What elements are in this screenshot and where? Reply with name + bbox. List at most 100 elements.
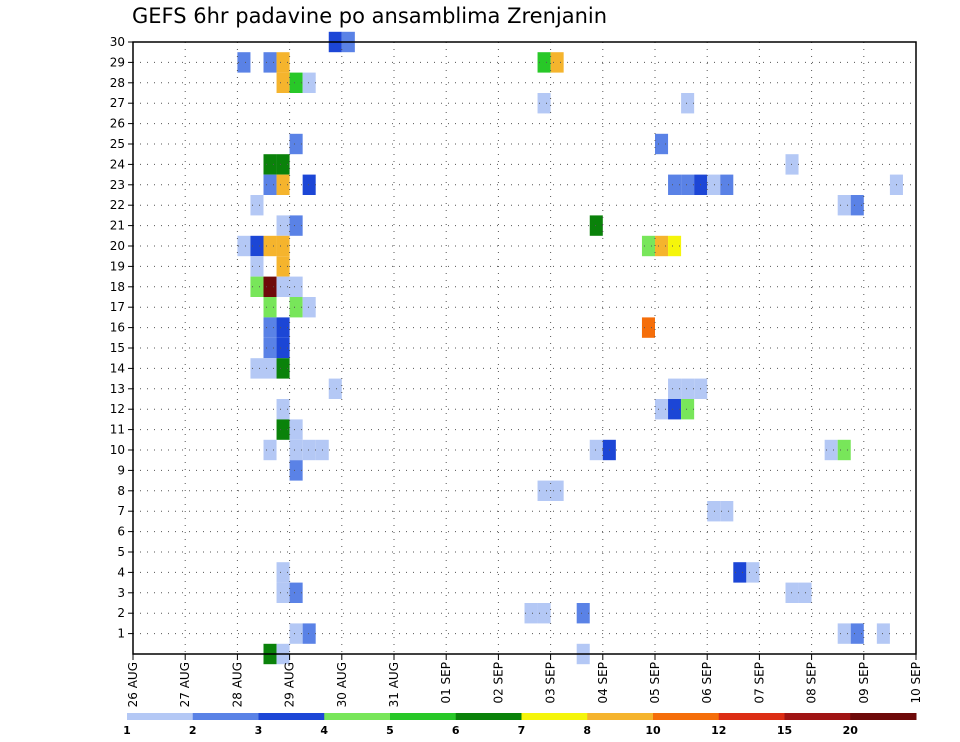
y-tick-label: 2	[117, 606, 125, 620]
legend-swatch	[521, 713, 588, 720]
heatmap-cell	[289, 133, 303, 155]
heatmap-cell	[289, 460, 303, 481]
heatmap-cell	[276, 215, 290, 236]
x-tick-label: 10 SEP	[909, 662, 923, 704]
legend-label: 3	[255, 724, 263, 737]
heatmap-cell	[263, 337, 277, 359]
heatmap-cell	[289, 215, 303, 236]
heatmap-cell	[837, 439, 851, 461]
legend-swatch	[390, 713, 457, 720]
legend-label: 15	[777, 724, 792, 737]
y-tick-label: 30	[110, 35, 125, 49]
heatmap-cell	[276, 235, 290, 257]
heatmap-cell	[537, 52, 551, 73]
y-tick-label: 12	[110, 402, 125, 416]
heatmap-cell	[576, 603, 590, 624]
heatmap-cell	[824, 439, 838, 461]
heatmap-cell	[263, 174, 277, 195]
chart-title: GEFS 6hr padavine po ansamblima Zrenjani…	[132, 4, 608, 28]
heatmap-cell	[276, 72, 290, 93]
heatmap-cell	[263, 276, 277, 297]
heatmap-cell	[263, 358, 277, 379]
legend-swatch	[850, 713, 917, 720]
y-tick-label: 24	[110, 157, 125, 171]
heatmap-cell	[263, 317, 277, 338]
y-tick-label: 26	[110, 117, 125, 131]
heatmap-cell	[276, 174, 290, 195]
cells-layer	[237, 31, 903, 665]
y-tick-label: 21	[110, 219, 125, 233]
y-tick-label: 11	[110, 423, 125, 437]
x-tick-label: 01 SEP	[439, 662, 453, 704]
legend: 1 2 3 4 5 6 7 8 10 12 15 20	[123, 713, 917, 737]
y-tick-label: 17	[110, 300, 125, 314]
legend-swatch	[324, 713, 391, 720]
y-tick-label: 1	[117, 627, 125, 641]
heatmap-cell	[655, 399, 669, 420]
heatmap-cell	[237, 235, 251, 257]
heatmap-cell	[668, 174, 682, 195]
heatmap-cell	[668, 399, 682, 420]
heatmap-cell	[550, 480, 564, 501]
legend-label: 7	[518, 724, 526, 737]
y-tick-label: 10	[110, 443, 125, 457]
heatmap-cell	[655, 133, 669, 155]
legend-swatch	[192, 713, 259, 720]
heatmap-cell	[681, 378, 695, 399]
heatmap-cell	[302, 174, 316, 195]
y-tick-label: 18	[110, 280, 125, 294]
heatmap-cell	[276, 52, 290, 73]
heatmap-cell	[328, 378, 342, 399]
heatmap-cell	[263, 439, 277, 461]
heatmap-cell	[785, 154, 799, 175]
heatmap-cell	[289, 419, 303, 440]
x-tick-label: 09 SEP	[857, 662, 871, 704]
heatmap-cell	[276, 276, 290, 297]
y-tick-label: 14	[110, 361, 125, 375]
legend-label: 2	[189, 724, 197, 737]
y-tick-label: 7	[117, 504, 125, 518]
heatmap-cell	[276, 419, 290, 440]
x-tick-label: 30 AUG	[335, 662, 349, 707]
heatmap-cell	[655, 235, 669, 257]
heatmap-cell	[276, 358, 290, 379]
heatmap-cell	[276, 317, 290, 338]
heatmap-cell	[276, 562, 290, 583]
heatmap-cell	[707, 501, 721, 522]
y-tick-label: 6	[117, 525, 125, 539]
heatmap-cell	[524, 603, 538, 624]
legend-label: 20	[843, 724, 859, 737]
heatmap-cell	[681, 93, 695, 114]
heatmap-cell	[537, 603, 551, 624]
legend-swatch	[718, 713, 785, 720]
heatmap-cell	[289, 72, 303, 93]
heatmap-cell	[876, 623, 890, 644]
y-tick-label: 29	[110, 55, 125, 69]
heatmap-cell	[289, 297, 303, 318]
ticks-layer: 1234567891011121314151617181920212223242…	[110, 35, 923, 707]
heatmap-cell	[785, 582, 799, 603]
legend-swatch	[587, 713, 654, 720]
heatmap-cell	[302, 72, 316, 93]
x-tick-label: 28 AUG	[230, 662, 244, 707]
heatmap-cell	[289, 623, 303, 644]
x-tick-label: 02 SEP	[491, 662, 505, 704]
y-tick-label: 25	[110, 137, 125, 151]
heatmap-cell	[302, 297, 316, 318]
x-tick-label: 08 SEP	[805, 662, 819, 704]
heatmap-cell	[250, 358, 264, 379]
y-tick-label: 23	[110, 178, 125, 192]
x-tick-label: 04 SEP	[596, 662, 610, 704]
heatmap-cell	[263, 154, 277, 175]
heatmap-cell	[641, 317, 655, 338]
y-tick-label: 5	[117, 545, 125, 559]
heatmap-cell	[263, 297, 277, 318]
heatmap-cell	[276, 582, 290, 603]
y-tick-label: 16	[110, 321, 125, 335]
legend-label: 1	[123, 724, 131, 737]
y-tick-label: 28	[110, 76, 125, 90]
legend-swatch	[455, 713, 522, 720]
heatmap-cell	[837, 195, 851, 216]
heatmap-cell	[302, 439, 316, 461]
